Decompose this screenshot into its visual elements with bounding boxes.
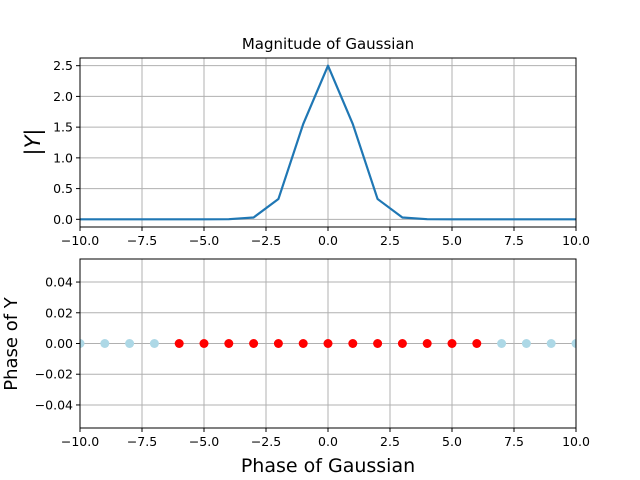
- phase-point: [447, 339, 457, 348]
- phase-point: [546, 339, 556, 348]
- phase-point: [397, 339, 407, 348]
- x-tick-label: 5.0: [442, 233, 462, 248]
- phase-point: [472, 339, 482, 348]
- phase-point: [249, 339, 259, 348]
- phase-point: [571, 339, 576, 348]
- x-tick-label: −5.0: [189, 434, 219, 449]
- x-tick-label: −7.5: [127, 233, 157, 248]
- magnitude-title: Magnitude of Gaussian: [242, 35, 414, 53]
- y-tick-label: −0.02: [35, 367, 73, 382]
- magnitude-plot: −10.0 −7.5 −5.0 −2.5 0.0 2.5 5.0 7.5 10.0 0.0 0.5 1…: [21, 35, 590, 248]
- phase-xlabel: Phase of Gaussian: [241, 455, 415, 477]
- phase-point: [373, 339, 383, 348]
- phase-point: [323, 339, 333, 348]
- x-tick-label: −2.5: [251, 233, 281, 248]
- phase-point: [100, 339, 110, 348]
- x-tick-label: −10.0: [61, 233, 99, 248]
- phase-point: [273, 339, 283, 348]
- phase-point: [80, 339, 85, 348]
- x-tick-label: 2.5: [380, 434, 400, 449]
- y-tick-label: 0.02: [45, 305, 73, 320]
- x-tick-label: 10.0: [562, 233, 590, 248]
- y-tick-label: 0.5: [53, 181, 73, 196]
- phase-point: [199, 339, 209, 348]
- y-tick-label: 0.04: [45, 275, 73, 290]
- phase-point: [422, 339, 432, 348]
- phase-ticks: −10.0 −7.5 −5.0 −2.5 0.0 2.5 5.0 7.5 10.0 −0.04 −0…: [35, 275, 590, 449]
- x-tick-label: 7.5: [504, 434, 524, 449]
- phase-point: [521, 339, 531, 348]
- phase-series: [80, 339, 576, 348]
- y-tick-label: 1.0: [53, 150, 73, 165]
- magnitude-grid: [79, 58, 577, 227]
- phase-point: [149, 339, 159, 348]
- x-tick-label: 2.5: [380, 233, 400, 248]
- magnitude-line: [80, 64, 576, 221]
- y-tick-label: 0.00: [45, 336, 73, 351]
- phase-point: [298, 339, 308, 348]
- phase-point: [497, 339, 507, 348]
- x-tick-label: 5.0: [442, 434, 462, 449]
- magnitude-ylabel: |Y|: [21, 129, 46, 156]
- phase-point: [125, 339, 135, 348]
- x-tick-label: −5.0: [189, 233, 219, 248]
- y-tick-label: −0.04: [35, 397, 73, 412]
- x-tick-label: 0.0: [318, 434, 338, 449]
- phase-ylabel: Phase of Y: [1, 296, 22, 391]
- phase-point: [348, 339, 358, 348]
- x-tick-label: −10.0: [61, 434, 99, 449]
- magnitude-ticks: −10.0 −7.5 −5.0 −2.5 0.0 2.5 5.0 7.5 10.0 0.0 0.5 1…: [53, 58, 590, 248]
- x-tick-label: −7.5: [127, 434, 157, 449]
- y-tick-label: 2.0: [53, 89, 73, 104]
- x-tick-label: −2.5: [251, 434, 281, 449]
- phase-point: [174, 339, 184, 348]
- x-tick-label: 10.0: [562, 434, 590, 449]
- magnitude-series: [80, 64, 576, 221]
- phase-point: [224, 339, 234, 348]
- y-tick-label: 2.5: [53, 58, 73, 73]
- phase-plot: −10.0 −7.5 −5.0 −2.5 0.0 2.5 5.0 7.5 10.0 −0.04 −0…: [1, 258, 590, 477]
- x-tick-label: 7.5: [504, 233, 524, 248]
- x-tick-label: 0.0: [318, 233, 338, 248]
- y-tick-label: 0.0: [53, 212, 73, 227]
- y-tick-label: 1.5: [53, 120, 73, 135]
